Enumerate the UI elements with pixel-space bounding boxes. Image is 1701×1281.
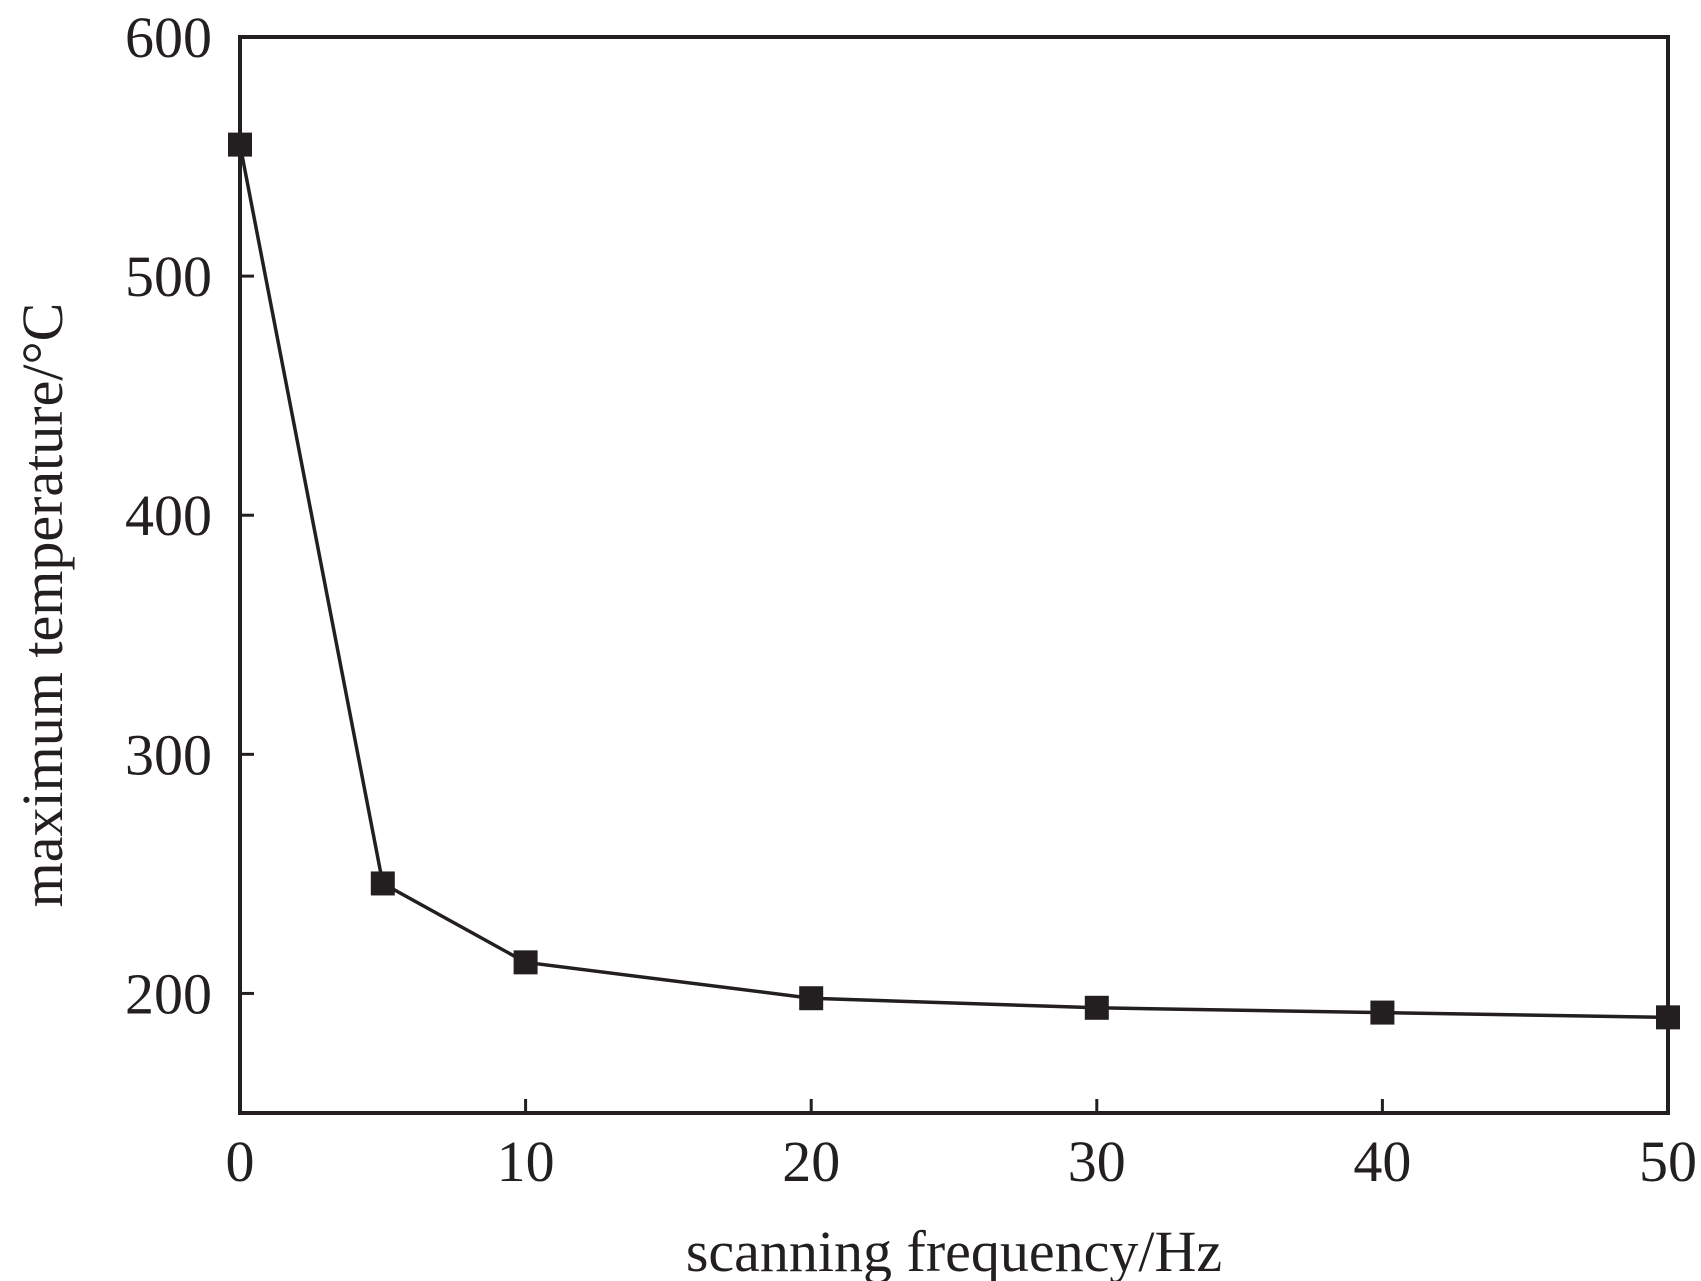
x-tick-label: 20: [782, 1129, 840, 1194]
y-tick-label: 500: [125, 244, 212, 309]
data-point-marker: [1656, 1005, 1680, 1030]
y-tick-label: 300: [125, 722, 212, 787]
x-tick-label: 50: [1639, 1129, 1697, 1194]
data-point-marker: [1370, 1000, 1395, 1025]
x-tick-label: 10: [497, 1129, 555, 1194]
data-point-marker: [1084, 995, 1109, 1020]
plot-frame: [238, 35, 1670, 1115]
plot-border: [238, 35, 1670, 1115]
data-point-marker: [370, 871, 395, 896]
y-axis-ticks: 200 300 400 500 600: [125, 5, 254, 1026]
data-point-marker: [228, 132, 252, 157]
data-point-marker: [799, 986, 824, 1011]
y-tick-label: 400: [125, 483, 212, 548]
x-tick-label: 40: [1353, 1129, 1411, 1194]
y-tick-label: 600: [125, 5, 212, 70]
data-point-marker: [513, 950, 538, 975]
y-tick-label: 200: [125, 961, 212, 1026]
x-tick-label: 0: [226, 1129, 255, 1194]
x-axis-ticks: 0 10 20 30 40 50: [226, 1099, 1697, 1194]
y-axis-title: maximum temperature/°C: [10, 303, 75, 908]
series-layer: [228, 132, 1680, 1030]
x-axis-title: scanning frequency/Hz: [686, 1219, 1222, 1281]
x-tick-label: 30: [1068, 1129, 1126, 1194]
